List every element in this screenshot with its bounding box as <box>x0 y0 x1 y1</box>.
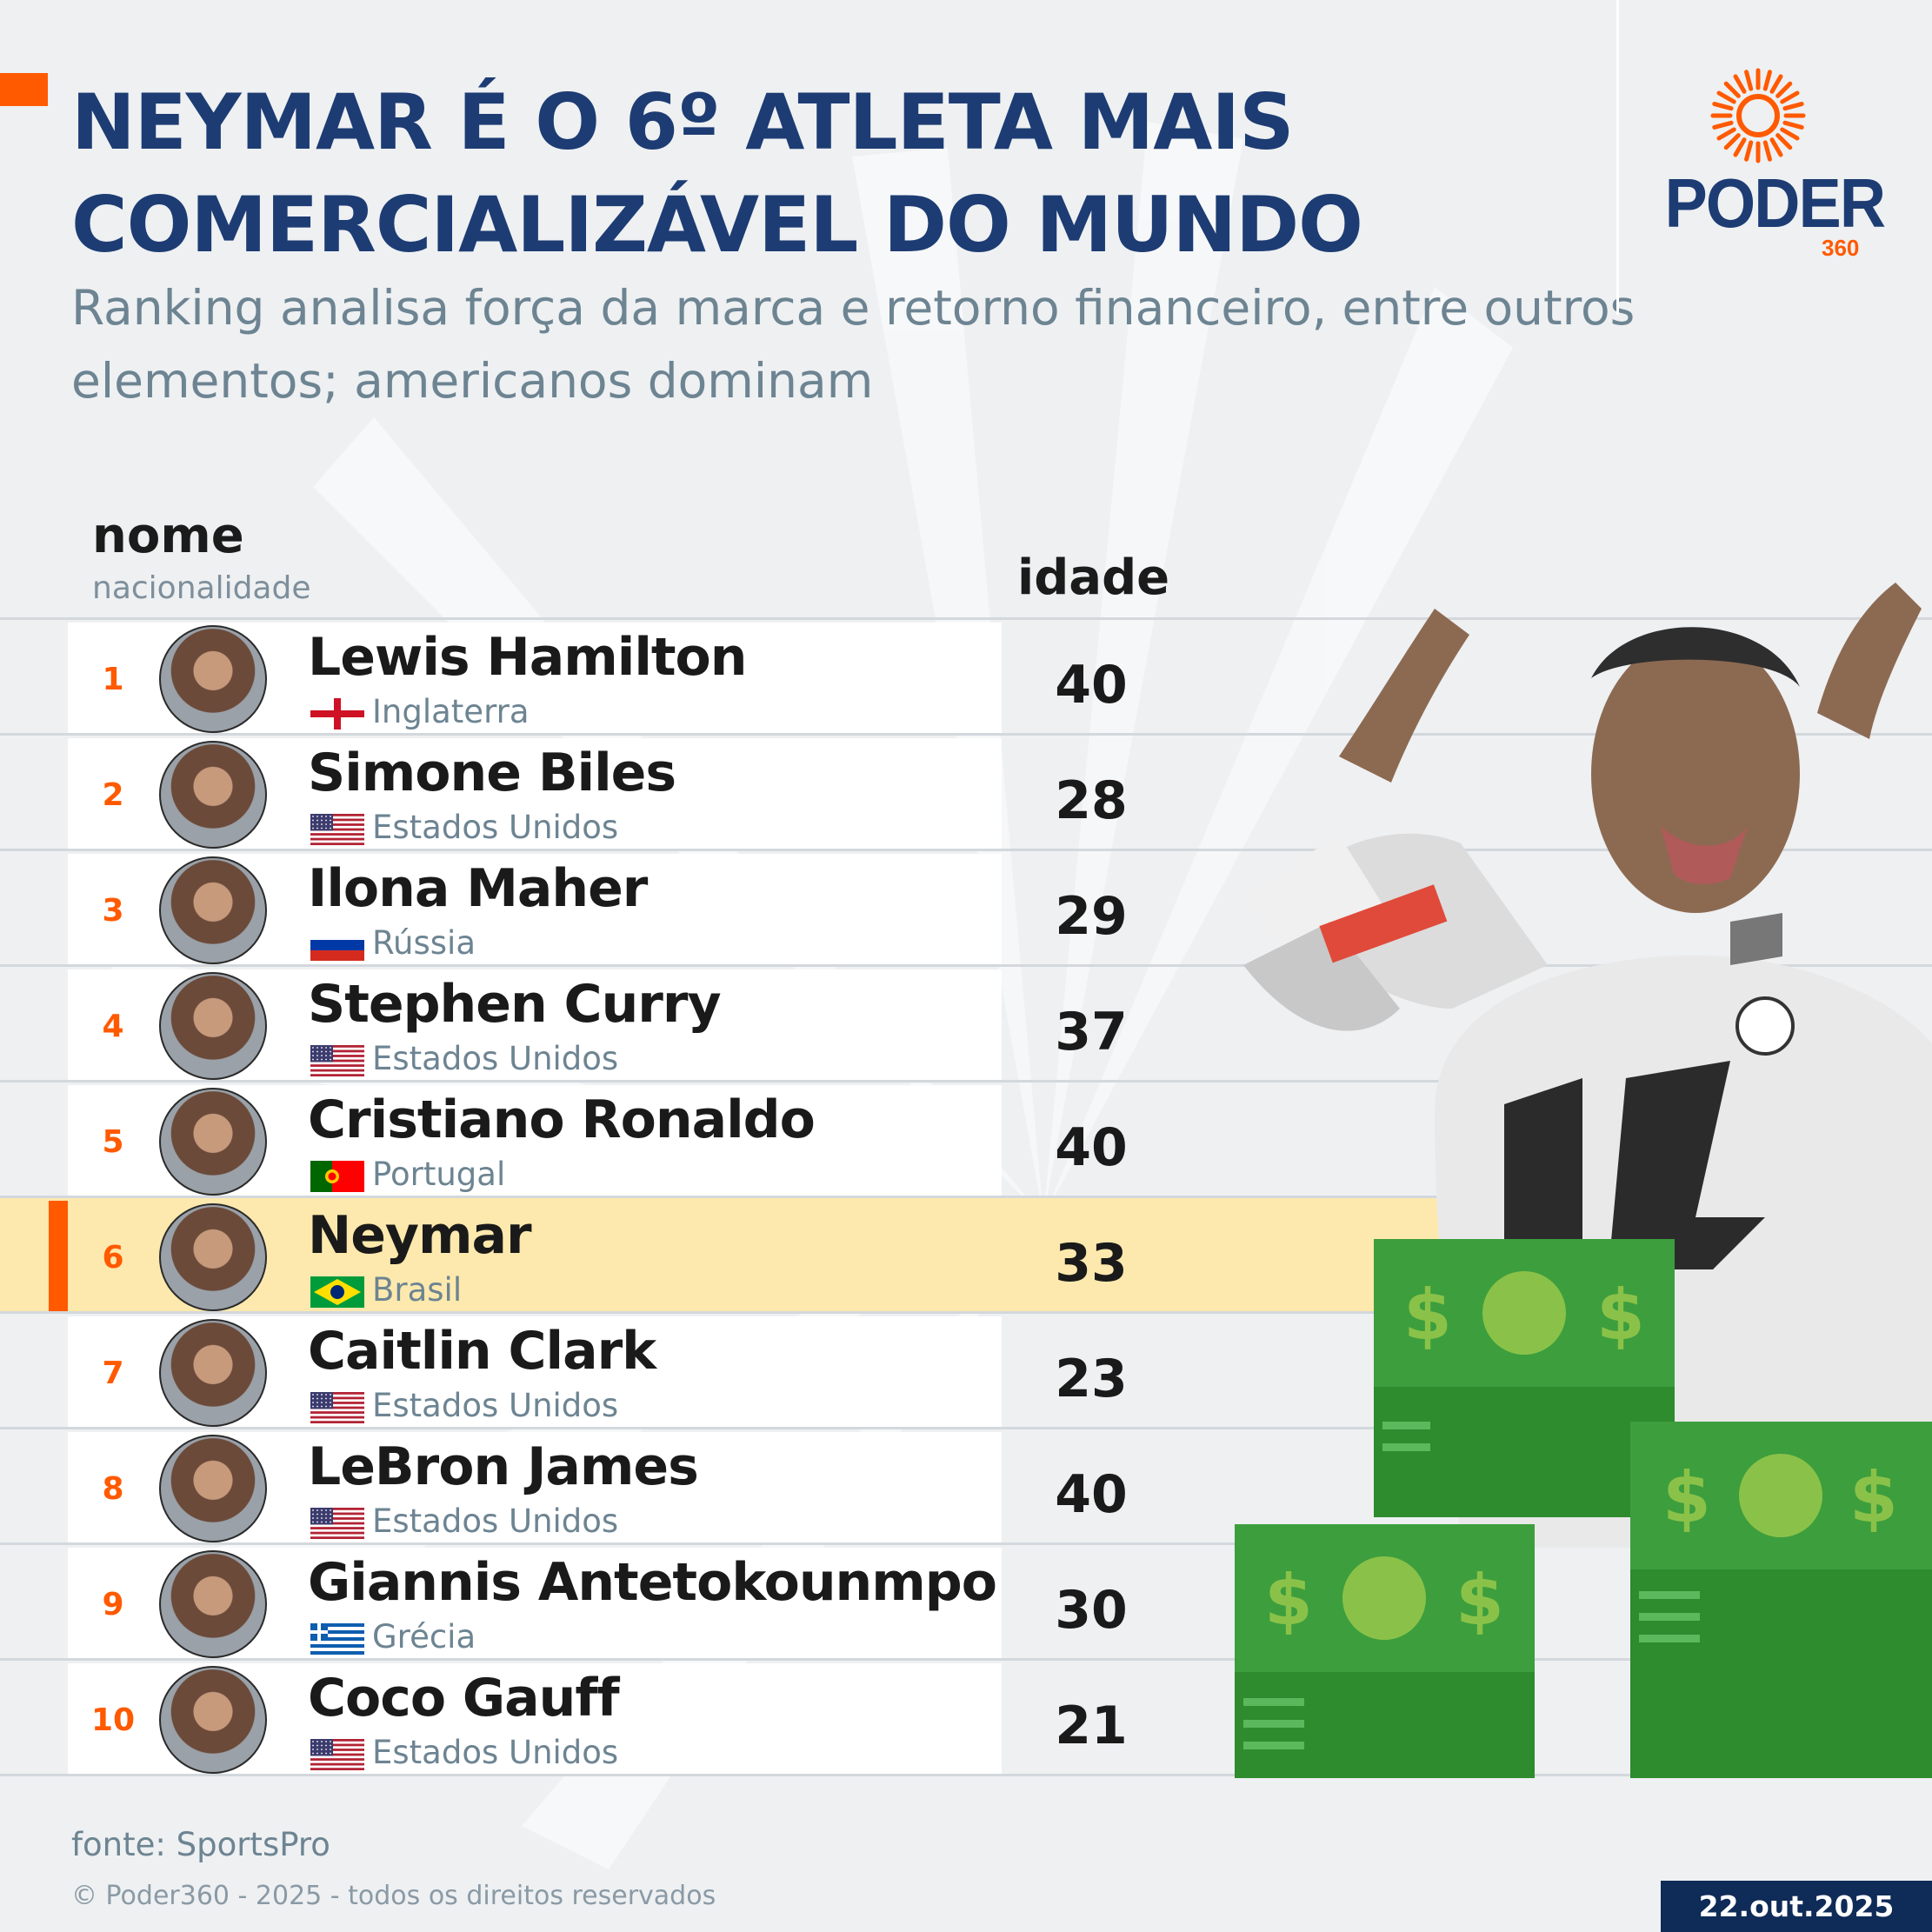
rank-number: 5 <box>102 1124 124 1160</box>
rank-number: 7 <box>102 1356 124 1391</box>
rank-number: 10 <box>90 1702 136 1738</box>
athlete-name: Simone Biles <box>308 743 676 803</box>
table-row: 4 Stephen Curry Estados Unidos 37 <box>0 964 1932 1083</box>
athlete-avatar <box>159 1088 267 1196</box>
rank-number: 9 <box>102 1587 124 1622</box>
date-badge: 22.out.2025 <box>1661 1881 1932 1932</box>
athlete-age: 33 <box>1055 1233 1128 1294</box>
svg-text:$: $ <box>1403 1275 1452 1356</box>
column-header-name: nome <box>92 508 244 564</box>
athlete-avatar <box>159 1666 267 1774</box>
highlight-bar <box>49 1201 68 1311</box>
usa-flag-icon <box>310 1045 364 1076</box>
athlete-avatar <box>159 1203 267 1311</box>
accent-tab <box>0 73 48 106</box>
athlete-nationality: Portugal <box>372 1156 506 1193</box>
athlete-age: 30 <box>1055 1580 1128 1641</box>
logo-wordmark: PODER <box>1664 164 1886 242</box>
table-row: 2 Simone Biles Estados Unidos 28 <box>0 733 1932 851</box>
athlete-name: Lewis Hamilton <box>308 627 747 688</box>
athlete-name: Ilona Maher <box>308 858 648 919</box>
column-header-age: idade <box>1017 550 1170 606</box>
column-header-nationality: nacionalidade <box>92 570 311 606</box>
athlete-age: 40 <box>1055 655 1128 716</box>
table-row: 6 Neymar Brasil 33 <box>0 1196 1932 1314</box>
athlete-name: Giannis Antetokounmpo <box>308 1552 997 1613</box>
athlete-avatar <box>159 1550 267 1658</box>
athlete-age: 29 <box>1055 886 1128 947</box>
rank-number: 4 <box>102 1009 124 1044</box>
page-title: NEYMAR É O 6º ATLETA MAIS COMERCIALIZÁVE… <box>71 77 1363 270</box>
copyright-note: © Poder360 - 2025 - todos os direitos re… <box>71 1881 716 1911</box>
table-row: 7 Caitlin Clark Estados Unidos 23 <box>0 1311 1932 1429</box>
greece-flag-icon <box>310 1623 364 1655</box>
table-row: 3 Ilona Maher Rússia 29 <box>0 849 1932 967</box>
athlete-nationality: Grécia <box>372 1618 476 1656</box>
brazil-flag-icon <box>310 1276 364 1308</box>
svg-text:$: $ <box>1849 1457 1898 1538</box>
header-divider <box>1616 0 1619 315</box>
logo-number: 360 <box>1822 235 1860 261</box>
table-row: 5 Cristiano Ronaldo Portugal 40 <box>0 1080 1932 1198</box>
money-stack-top: $ $ <box>1374 1239 1675 1517</box>
athlete-avatar <box>159 1435 267 1542</box>
athlete-avatar <box>159 1319 267 1427</box>
athlete-nationality: Estados Unidos <box>372 809 619 846</box>
athlete-name: LeBron James <box>308 1436 699 1497</box>
athlete-name: Caitlin Clark <box>308 1321 656 1382</box>
svg-text:$: $ <box>1456 1560 1504 1641</box>
athlete-name: Stephen Curry <box>308 974 722 1035</box>
table-row: 9 Giannis Antetokounmpo Grécia 30 <box>0 1542 1932 1661</box>
money-stack-right: $ $ <box>1630 1422 1932 1778</box>
athlete-avatar <box>159 856 267 964</box>
athlete-name: Neymar <box>308 1205 532 1266</box>
poder360-logo: PODER 360 <box>1656 68 1886 268</box>
usa-flag-icon <box>310 1392 364 1423</box>
usa-flag-icon <box>310 1739 364 1770</box>
athlete-nationality: Rússia <box>372 924 476 962</box>
rank-number: 1 <box>102 662 124 697</box>
athlete-age: 40 <box>1055 1464 1128 1525</box>
athlete-avatar <box>159 741 267 849</box>
usa-flag-icon <box>310 1508 364 1539</box>
rank-number: 6 <box>102 1240 124 1276</box>
neymar-photo <box>1243 583 1932 1548</box>
rank-number: 3 <box>102 893 124 929</box>
russia-flag-icon <box>310 929 364 961</box>
athlete-nationality: Estados Unidos <box>372 1502 619 1540</box>
page-subtitle: Ranking analisa força da marca e retorno… <box>71 280 1636 409</box>
money-stacks-illustration: $ $ $ $ $ $ <box>1235 1239 1932 1778</box>
athlete-avatar <box>159 625 267 733</box>
rank-number: 8 <box>102 1471 124 1507</box>
usa-flag-icon <box>310 814 364 845</box>
svg-text:$: $ <box>1596 1275 1645 1356</box>
athlete-nationality: Estados Unidos <box>372 1040 619 1077</box>
source-note: fonte: SportsPro <box>71 1826 330 1863</box>
athlete-age: 23 <box>1055 1349 1128 1409</box>
table-row: 8 LeBron James Estados Unidos 40 <box>0 1427 1932 1545</box>
money-stack-left: $ $ <box>1235 1524 1535 1778</box>
athlete-age: 21 <box>1055 1695 1128 1756</box>
athlete-nationality: Brasil <box>372 1271 463 1309</box>
england-flag-icon <box>310 698 364 729</box>
table-row: 10 Coco Gauff Estados Unidos 21 <box>0 1658 1932 1776</box>
athlete-nationality: Estados Unidos <box>372 1387 619 1424</box>
athlete-name: Coco Gauff <box>308 1668 620 1729</box>
portugal-flag-icon <box>310 1161 364 1192</box>
athlete-nationality: Inglaterra <box>372 693 530 730</box>
athlete-age: 40 <box>1055 1117 1128 1178</box>
svg-text:$: $ <box>1264 1560 1313 1641</box>
rank-number: 2 <box>102 777 124 813</box>
table-row: 1 Lewis Hamilton Inglaterra 40 <box>0 617 1932 736</box>
athlete-nationality: Estados Unidos <box>372 1734 619 1771</box>
athlete-age: 37 <box>1055 1002 1128 1063</box>
athlete-name: Cristiano Ronaldo <box>308 1089 816 1150</box>
sun-icon <box>1710 68 1806 163</box>
table-bottom-line <box>0 1774 1932 1776</box>
svg-text:$: $ <box>1662 1457 1711 1538</box>
athlete-age: 28 <box>1055 770 1128 831</box>
athlete-avatar <box>159 972 267 1080</box>
